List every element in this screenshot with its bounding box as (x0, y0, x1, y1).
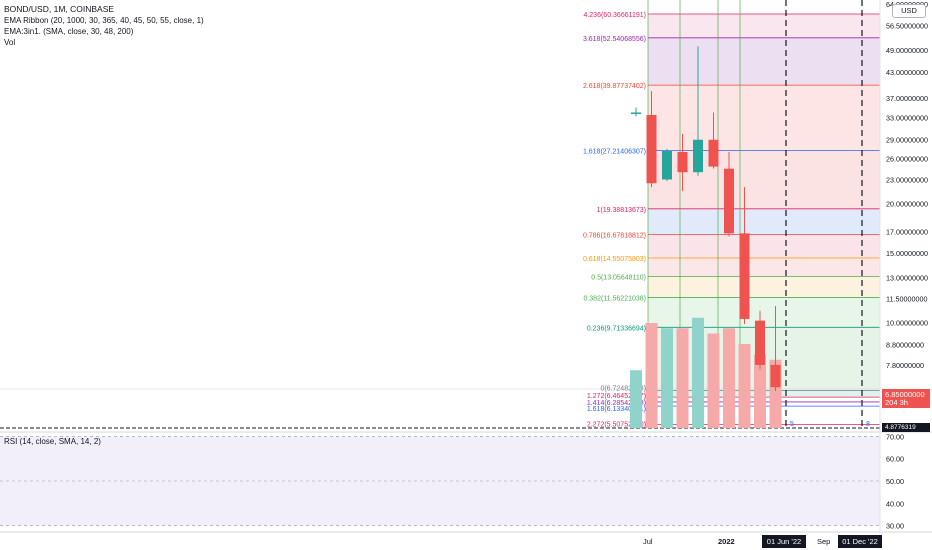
rsi-tick: 50.00 (886, 477, 904, 486)
cycle-number: 8 (866, 421, 870, 428)
volume-bar (707, 333, 720, 428)
fib-label: 1.414(6.28542248) (587, 400, 646, 407)
price-tick: 49.00000000 (886, 46, 928, 55)
rsi-tick: 70.00 (886, 432, 904, 441)
time-label-jul: Jul (643, 537, 653, 546)
candle-body (739, 233, 750, 319)
time-tag-jun: 01 Jun '22 (762, 535, 806, 548)
price-tick: 56.50000000 (886, 21, 928, 30)
price-tick: 15.00000000 (886, 249, 928, 258)
candlesticks (631, 46, 781, 392)
price-tick: 17.00000000 (886, 227, 928, 236)
countdown-tag: 204 3h (882, 397, 930, 408)
fib-band (648, 14, 880, 38)
candle-body (631, 112, 641, 114)
volume-bar (692, 317, 704, 428)
rsi-tick: 40.00 (886, 499, 904, 508)
fib-band (648, 276, 880, 298)
price-tick: 33.00000000 (886, 114, 928, 123)
price-tick: 37.00000000 (886, 94, 928, 103)
candle-body (693, 139, 703, 173)
currency-selector[interactable]: USD (892, 4, 926, 18)
current-price-tag: 6.85000000 (882, 389, 930, 400)
volume-bar (676, 328, 689, 428)
fib-label: 0.618(14.55075803) (583, 256, 646, 263)
symbol-legend[interactable]: BOND/USD, 1M, COINBASE (4, 4, 115, 14)
time-label-sep: Sep (817, 537, 831, 546)
volume-bar (661, 328, 673, 428)
price-tick: 10.00000000 (886, 318, 928, 327)
fib-band (648, 208, 880, 235)
fibonacci-labels: 4.236(60.36661191) 3.618(52.54068556) 2.61… (583, 12, 646, 429)
volume-bar (738, 344, 751, 428)
volume-bars (630, 317, 782, 428)
price-tick: 29.00000000 (886, 136, 928, 145)
fib-label: 2.272(5.50752840) (587, 422, 646, 429)
fib-label: 1.618(27.21406307) (583, 149, 646, 156)
fib-label: 3.618(52.54068556) (583, 36, 646, 43)
fib-band (648, 85, 880, 151)
price-tick: 11.50000000 (886, 294, 927, 303)
volume-bar (645, 323, 658, 428)
volume-bar (754, 354, 766, 428)
price-axis[interactable]: 64.0000000056.5000000049.0000000043.0000… (886, 0, 928, 409)
fib-label: 1.272(6.46452297) (587, 393, 646, 400)
fib-band (648, 258, 880, 277)
candle-body (755, 320, 765, 365)
rsi-legend[interactable]: RSI (14, close, SMA, 14, 2) (4, 437, 101, 446)
price-tick: 20.00000000 (886, 199, 928, 208)
ema-3in1-legend[interactable]: EMA:3in1. (SMA, close, 30, 48, 200) (4, 27, 134, 36)
ema-ribbon-legend[interactable]: EMA Ribbon (20, 1000, 30, 365, 40, 45, 5… (4, 16, 204, 25)
fib-label: 1.618(6.13340861) (587, 406, 646, 413)
fib-label: 0(6.72482548) (600, 385, 646, 392)
candle-body (770, 364, 781, 388)
price-tick: 13.00000000 (886, 273, 928, 282)
candle-body (677, 152, 688, 173)
fib-label: 0.236(9.71336694) (587, 325, 646, 332)
fibonacci-bands (0, 13, 880, 429)
rsi-tick: 60.00 (886, 455, 904, 464)
time-label-2022: 2022 (718, 537, 735, 546)
fib-band (648, 37, 880, 86)
price-tick: 8.80000000 (886, 340, 924, 349)
fib-band (648, 234, 880, 259)
rsi-tick: 30.00 (886, 522, 904, 531)
volume-bar (723, 328, 735, 428)
fib-label: 2.618(39.87737402) (583, 83, 646, 90)
fib-label: 0.382(11.56221038) (583, 295, 646, 302)
price-tick: 23.00000000 (886, 175, 928, 184)
candle-body (646, 115, 657, 184)
volume-legend[interactable]: Vol (4, 38, 16, 47)
cycle-number: 5 (790, 421, 794, 428)
fib-label: 4.236(60.36661191) (583, 12, 646, 19)
fib-label: 0.786(16.67818812) (583, 233, 646, 240)
price-tick: 43.00000000 (886, 68, 928, 77)
candle-body (662, 150, 672, 180)
time-tag-dec: 01 Dec '22 (838, 535, 882, 548)
volume-bar (630, 370, 642, 428)
candle-body (708, 139, 719, 167)
price-tick: 7.80000000 (886, 361, 924, 370)
fib-label: 0.5(13.05648110) (591, 275, 646, 282)
fib-label: 1(19.38813673) (597, 207, 646, 214)
candle-body (724, 168, 734, 234)
price-tick: 26.00000000 (886, 154, 928, 163)
crosshair-price-tag: 4.8776319 (882, 423, 930, 432)
